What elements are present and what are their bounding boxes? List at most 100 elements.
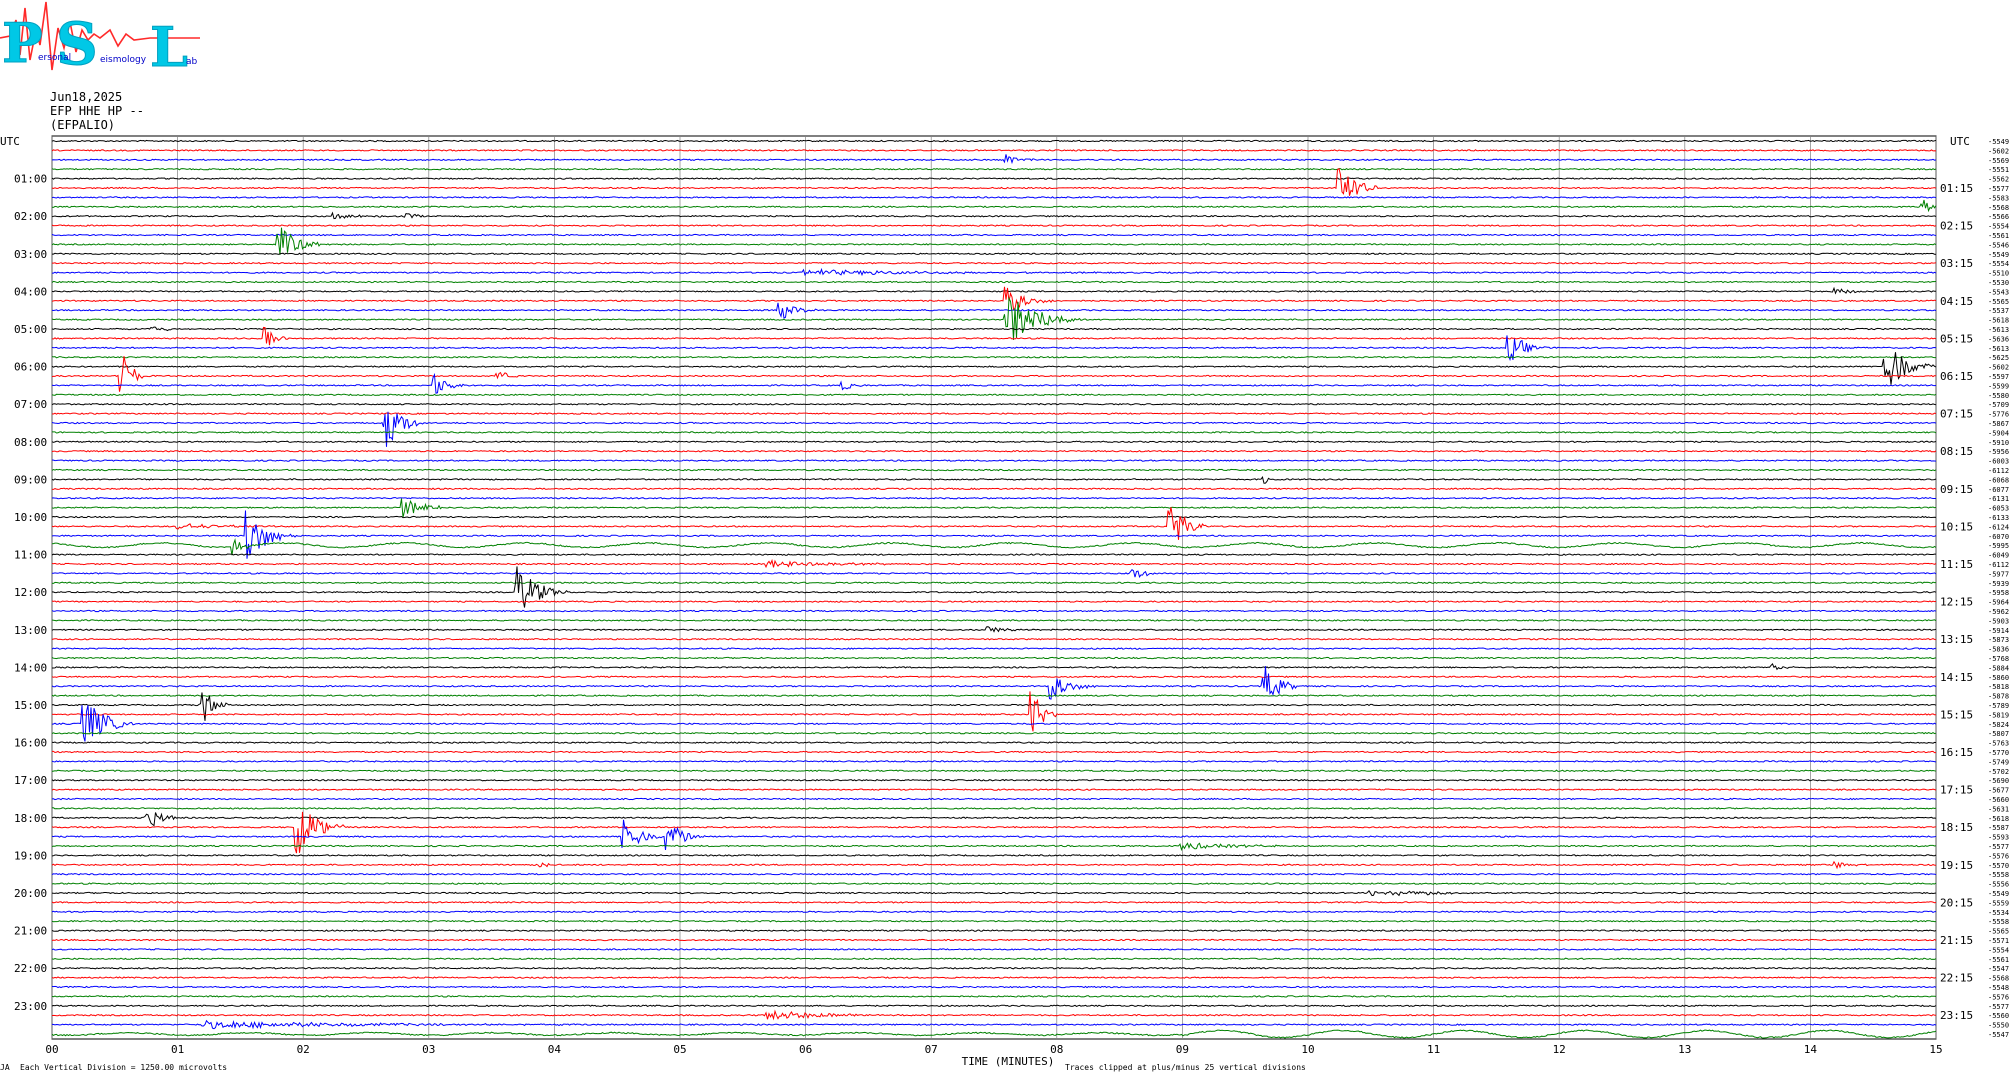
x-tick-label: 15 bbox=[1929, 1043, 1942, 1056]
left-hour-label: 02:00 bbox=[14, 210, 47, 223]
trace-offset-label: -6068 bbox=[1988, 476, 2009, 484]
left-hour-label: 18:00 bbox=[14, 812, 47, 825]
trace-offset-label: -5995 bbox=[1988, 542, 2009, 550]
trace-offset-label: -5577 bbox=[1988, 843, 2009, 851]
trace-line bbox=[51, 538, 1937, 556]
trace-line bbox=[51, 666, 1937, 700]
trace-line bbox=[51, 872, 1937, 876]
trace-offset-label: -5554 bbox=[1988, 223, 2009, 231]
trace-offset-label: -5577 bbox=[1988, 185, 2009, 193]
trace-line bbox=[51, 393, 1937, 397]
trace-offset-label: -5576 bbox=[1988, 993, 2009, 1001]
trace-line bbox=[51, 691, 1936, 732]
trace-line bbox=[51, 600, 1937, 603]
trace-offset-label: -5566 bbox=[1988, 213, 2009, 221]
trace-line bbox=[51, 995, 1937, 998]
trace-line bbox=[51, 286, 1936, 295]
trace-line bbox=[51, 901, 1937, 904]
trace-line bbox=[51, 326, 1936, 332]
trace-line bbox=[51, 910, 1937, 914]
right-hour-label: 03:15 bbox=[1940, 257, 1973, 270]
right-hour-label: 11:15 bbox=[1940, 558, 1973, 571]
trace-line bbox=[51, 788, 1937, 791]
trace-offset-label: -5884 bbox=[1988, 664, 2009, 672]
trace-offset-label: -5958 bbox=[1988, 589, 2009, 597]
trace-line bbox=[51, 1019, 1937, 1030]
trace-offset-label: -5587 bbox=[1988, 824, 2009, 832]
trace-line bbox=[51, 731, 1937, 735]
trace-offset-label: -5583 bbox=[1988, 194, 2009, 202]
trace-offset-label: -5613 bbox=[1988, 326, 2009, 334]
trace-line bbox=[51, 619, 1937, 622]
trace-line bbox=[51, 355, 1936, 359]
trace-line bbox=[51, 647, 1937, 650]
trace-offset-label: -5551 bbox=[1988, 166, 2009, 174]
trace-line bbox=[51, 860, 1937, 870]
x-tick-label: 00 bbox=[45, 1043, 58, 1056]
trace-line bbox=[51, 553, 1936, 556]
x-tick-label: 02 bbox=[297, 1043, 310, 1056]
right-hour-label: 17:15 bbox=[1940, 784, 1973, 797]
x-tick-label: 10 bbox=[1301, 1043, 1314, 1056]
trace-line bbox=[52, 663, 1937, 671]
trace-offset-label: -5569 bbox=[1988, 157, 2009, 165]
trace-line bbox=[51, 286, 1937, 310]
right-hour-label: 22:15 bbox=[1940, 972, 1973, 985]
trace-offset-label: -5565 bbox=[1988, 928, 2009, 936]
right-utc-label: UTC bbox=[1950, 135, 1970, 148]
trace-line bbox=[51, 769, 1937, 773]
trace-offset-label: -5548 bbox=[1988, 984, 2009, 992]
station-code: EFP HHE HP -- bbox=[50, 104, 144, 118]
left-hour-label: 07:00 bbox=[14, 398, 47, 411]
trace-offset-label: -5549 bbox=[1988, 890, 2009, 898]
trace-offset-label: -5568 bbox=[1988, 975, 2009, 983]
trace-offset-label: -5554 bbox=[1988, 946, 2009, 954]
right-hour-label: 04:15 bbox=[1940, 295, 1973, 308]
trace-offset-label: -5768 bbox=[1988, 655, 2009, 663]
x-tick-label: 09 bbox=[1176, 1043, 1189, 1056]
left-hour-label: 08:00 bbox=[14, 436, 47, 449]
left-hour-label: 03:00 bbox=[14, 248, 47, 261]
right-hour-label: 08:15 bbox=[1940, 445, 1973, 458]
right-hour-label: 09:15 bbox=[1940, 483, 1973, 496]
trace-offset-label: -6133 bbox=[1988, 514, 2009, 522]
trace-line bbox=[51, 167, 1937, 196]
trace-line bbox=[51, 637, 1937, 641]
trace-offset-label: -5819 bbox=[1988, 711, 2009, 719]
trace-line bbox=[51, 449, 1937, 453]
x-tick-label: 06 bbox=[799, 1043, 812, 1056]
trace-line bbox=[51, 411, 1937, 447]
trace-line bbox=[51, 459, 1937, 462]
trace-line bbox=[51, 692, 1937, 721]
trace-offset-label: -5636 bbox=[1988, 335, 2009, 343]
trace-line bbox=[51, 352, 1937, 385]
trace-offset-label: -5580 bbox=[1988, 392, 2009, 400]
trace-line bbox=[51, 139, 1937, 143]
psl-logo: P S L ersonal eismology ab bbox=[0, 1, 200, 75]
trace-offset-label: -6124 bbox=[1988, 523, 2009, 531]
x-tick-label: 08 bbox=[1050, 1043, 1063, 1056]
trace-line bbox=[52, 487, 1937, 491]
trace-offset-label: -5867 bbox=[1988, 420, 2009, 428]
trace-offset-label: -5554 bbox=[1988, 260, 2009, 268]
trace-line bbox=[51, 1009, 1937, 1021]
trace-offset-label: -5558 bbox=[1988, 918, 2009, 926]
trace-line bbox=[51, 741, 1937, 744]
trace-line bbox=[51, 496, 1936, 500]
trace-offset-label: -5860 bbox=[1988, 674, 2009, 682]
clip-note: Traces clipped at plus/minus 25 vertical… bbox=[1065, 1063, 1306, 1072]
trace-offset-label: -5530 bbox=[1988, 279, 2009, 287]
trace-offset-label: -5613 bbox=[1988, 345, 2009, 353]
trace-line bbox=[51, 356, 1937, 392]
x-tick-label: 13 bbox=[1678, 1043, 1691, 1056]
trace-offset-label: -5904 bbox=[1988, 429, 2009, 437]
left-hour-label: 22:00 bbox=[14, 962, 47, 975]
right-hour-label: 18:15 bbox=[1940, 821, 1973, 834]
trace-line bbox=[51, 558, 1937, 569]
trace-offset-label: -5977 bbox=[1988, 570, 2009, 578]
left-hour-label: 17:00 bbox=[14, 774, 47, 787]
trace-line bbox=[51, 468, 1937, 472]
trace-offset-label: -5807 bbox=[1988, 730, 2009, 738]
right-hour-label: 19:15 bbox=[1940, 859, 1973, 872]
x-axis-label: TIME (MINUTES) bbox=[962, 1055, 1055, 1068]
